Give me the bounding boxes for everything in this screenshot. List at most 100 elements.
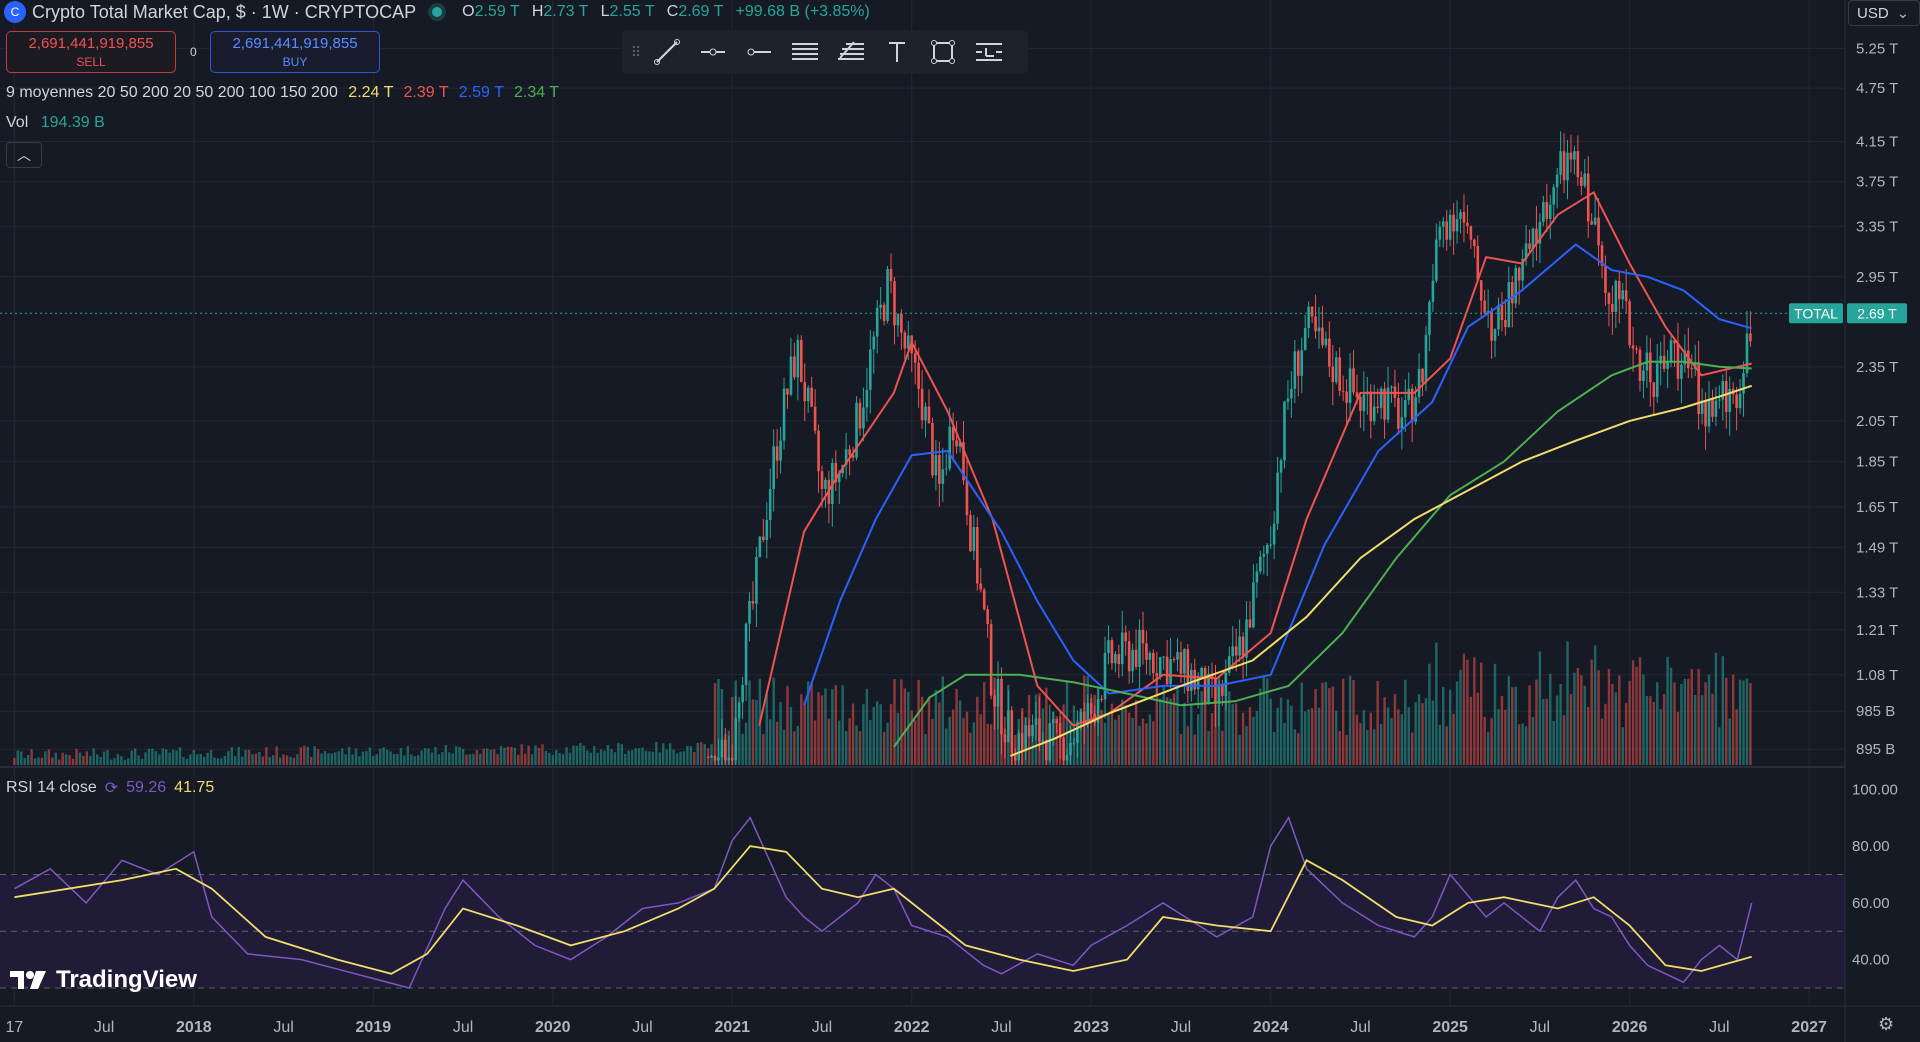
volume-bar bbox=[365, 751, 368, 765]
volume-bar bbox=[227, 751, 230, 765]
candle-body bbox=[924, 406, 927, 421]
candle-body bbox=[1552, 187, 1555, 205]
volume-bar bbox=[489, 749, 492, 765]
volume-bar bbox=[637, 748, 641, 765]
volume-bar bbox=[1645, 696, 1649, 765]
candle-body bbox=[927, 406, 931, 424]
drag-handle-icon[interactable]: ⠿ bbox=[630, 43, 642, 60]
candle-body bbox=[1303, 328, 1307, 351]
drawing-toolbar: ⠿ bbox=[622, 30, 1028, 74]
volume-bar bbox=[351, 754, 354, 765]
candle-body bbox=[1317, 327, 1321, 332]
collapse-legend-button[interactable]: ︿ bbox=[6, 142, 42, 168]
volume-bar bbox=[1297, 733, 1300, 765]
volume-bar bbox=[575, 745, 579, 765]
volume-bar bbox=[461, 748, 465, 765]
volume-bar bbox=[1642, 674, 1645, 765]
sell-button[interactable]: 2,691,441,919,855 SELL bbox=[6, 31, 176, 73]
trend-line-icon[interactable] bbox=[646, 34, 688, 70]
moving-averages-legend[interactable]: 9 moyennes 20 50 200 20 50 200 100 150 2… bbox=[6, 84, 559, 102]
volume-bar bbox=[513, 747, 517, 765]
volume-bar bbox=[1714, 652, 1718, 765]
candle-body bbox=[744, 623, 748, 685]
horizontal-ray-icon[interactable] bbox=[692, 34, 734, 70]
volume-bar bbox=[779, 702, 782, 765]
volume-bar bbox=[737, 704, 741, 765]
candle-body bbox=[965, 480, 969, 516]
buy-label: BUY bbox=[282, 55, 308, 69]
volume-bar bbox=[1483, 716, 1486, 765]
rectangle-icon[interactable] bbox=[922, 34, 964, 70]
currency-select[interactable]: USD ⌄ bbox=[1848, 0, 1920, 26]
volume-bar bbox=[668, 743, 672, 765]
candle-body bbox=[1314, 316, 1317, 332]
symbol-title[interactable]: Crypto Total Market Cap, $ · 1W · CRYPTO… bbox=[32, 1, 417, 22]
buy-button[interactable]: 2,691,441,919,855 BUY bbox=[210, 31, 380, 73]
candle-body bbox=[1535, 228, 1538, 244]
candle-body bbox=[1286, 398, 1290, 402]
candle-body bbox=[1652, 382, 1656, 398]
volume-bar bbox=[106, 749, 109, 765]
volume-bar bbox=[838, 720, 841, 765]
candle-body bbox=[1569, 152, 1573, 160]
candle-body bbox=[1697, 362, 1700, 414]
volume-bar bbox=[882, 731, 886, 765]
candle-body bbox=[1573, 151, 1576, 160]
volume-bar bbox=[789, 707, 793, 765]
volume-bar bbox=[1331, 686, 1335, 765]
horizontal-line-icon[interactable] bbox=[738, 34, 780, 70]
ma-line bbox=[1010, 384, 1753, 757]
candle-body bbox=[1034, 718, 1038, 725]
candle-body bbox=[1490, 311, 1493, 341]
candle-body bbox=[1196, 677, 1200, 690]
ma-line bbox=[892, 360, 1752, 748]
candle-body bbox=[1131, 649, 1134, 672]
volume-bar bbox=[185, 758, 189, 765]
time-tick-label: 2025 bbox=[1432, 1019, 1468, 1036]
volume-bar bbox=[358, 756, 361, 765]
volume-bar bbox=[955, 688, 958, 765]
candle-body bbox=[1659, 355, 1662, 364]
candle-body bbox=[1338, 357, 1342, 391]
volume-bar bbox=[220, 758, 223, 765]
volume-bar bbox=[793, 731, 796, 765]
candle-body bbox=[1649, 352, 1652, 383]
rsi-legend[interactable]: RSI 14 close ⟳ 59.26 41.75 bbox=[6, 778, 214, 798]
rsi-line bbox=[14, 815, 1753, 989]
price-tick-label: 895 B bbox=[1856, 741, 1895, 758]
refresh-icon[interactable]: ⟳ bbox=[104, 780, 119, 797]
volume-bar bbox=[817, 692, 820, 765]
volume-bar bbox=[1466, 659, 1469, 765]
volume-bar bbox=[1611, 683, 1614, 765]
candle-body bbox=[727, 757, 731, 761]
volume-bar bbox=[320, 753, 323, 765]
parallel-channel-icon[interactable] bbox=[784, 34, 826, 70]
volume-bar bbox=[13, 758, 16, 765]
text-icon[interactable] bbox=[876, 34, 918, 70]
volume-bar bbox=[51, 757, 54, 765]
volume-bar bbox=[510, 746, 513, 765]
candle-body bbox=[1359, 397, 1362, 411]
volume-legend[interactable]: Vol 194.39 B bbox=[6, 114, 105, 132]
rsi-line bbox=[14, 845, 1752, 975]
volume-bar bbox=[827, 718, 831, 765]
volume-bar bbox=[1587, 706, 1590, 765]
volume-bar bbox=[769, 719, 772, 765]
ma-line bbox=[803, 243, 1752, 706]
candle-body bbox=[972, 527, 976, 552]
candle-body bbox=[1397, 397, 1400, 429]
fib-retracement-icon[interactable] bbox=[830, 34, 872, 70]
position-icon[interactable] bbox=[968, 34, 1010, 70]
price-tick-label: 4.15 T bbox=[1856, 134, 1898, 151]
volume-bar bbox=[972, 722, 976, 765]
volume-bar bbox=[596, 752, 599, 765]
settings-gear-icon[interactable]: ⚙ bbox=[1878, 1014, 1895, 1034]
candle-body bbox=[844, 449, 848, 465]
volume-bar bbox=[285, 755, 289, 765]
volume-bar bbox=[1293, 729, 1297, 765]
candle-body bbox=[1069, 742, 1072, 755]
candle-body bbox=[1055, 719, 1058, 724]
volume-bar bbox=[1352, 680, 1355, 765]
volume-bar bbox=[423, 748, 427, 765]
